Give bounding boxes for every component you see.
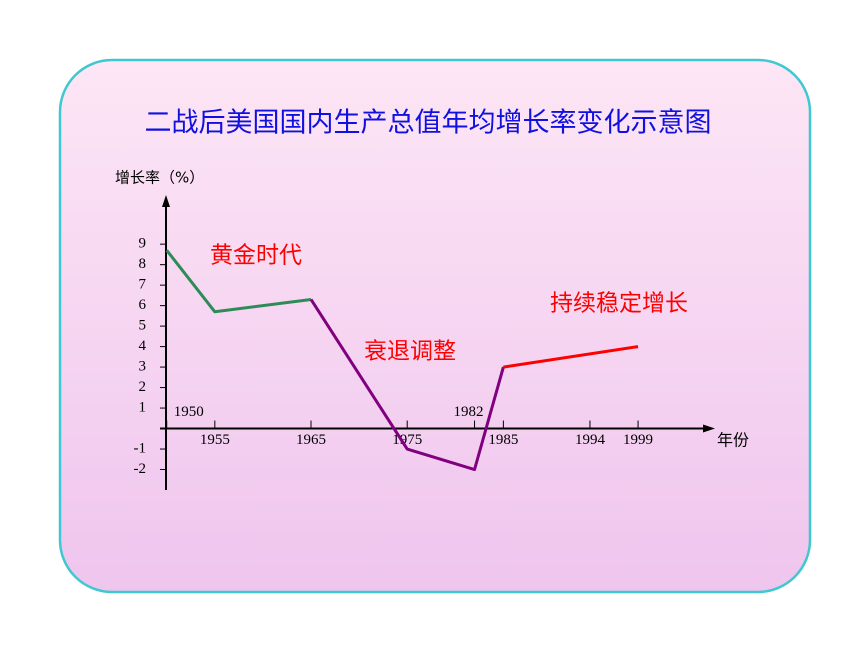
annotation: 黄金时代 (210, 243, 302, 269)
x-tick-label: 1955 (200, 432, 230, 448)
x-axis-arrow (703, 424, 715, 433)
x-tick-label: 1985 (488, 432, 518, 448)
x-axis-label: 年份 (717, 431, 749, 450)
y-tick-label: 8 (139, 256, 147, 272)
y-tick-label: 6 (139, 297, 147, 313)
y-tick-label: 7 (139, 277, 147, 293)
y-tick-label: 9 (139, 236, 147, 252)
x-tick-label: 1950 (174, 404, 204, 420)
panel (58, 58, 812, 594)
y-tick-label: -2 (134, 461, 147, 477)
line-segment (309, 298, 505, 472)
x-tick-label: 1994 (575, 432, 606, 448)
line-segment (165, 249, 312, 314)
y-tick-label: 5 (139, 318, 147, 334)
x-tick-label: 1982 (454, 404, 484, 420)
y-tick-label: 1 (139, 399, 147, 415)
x-tick-label: 1965 (296, 432, 326, 448)
x-tick-label: 1999 (623, 432, 653, 448)
annotation: 持续稳定增长 (550, 291, 688, 317)
chart-title: 二战后美国国内生产总值年均增长率变化示意图 (145, 108, 712, 139)
y-tick-label: 2 (139, 379, 147, 395)
y-axis-arrow (162, 195, 170, 207)
y-tick-label: -1 (134, 440, 147, 456)
y-tick-label: 3 (139, 359, 147, 375)
annotation: 衰退调整 (364, 339, 456, 365)
y-tick-label: 4 (139, 338, 147, 354)
line-segment (503, 345, 639, 369)
y-axis-label: 增长率（%） (115, 169, 204, 187)
